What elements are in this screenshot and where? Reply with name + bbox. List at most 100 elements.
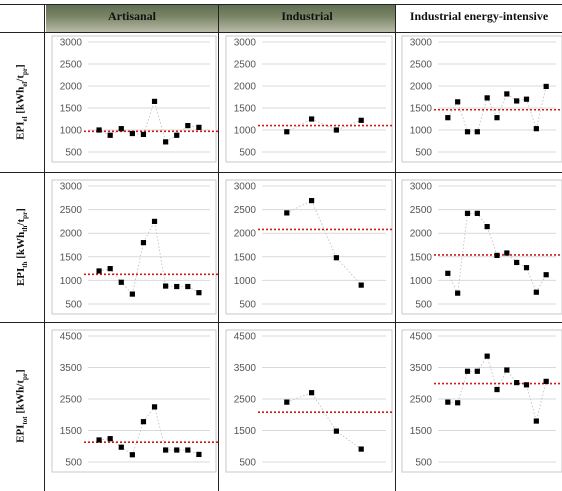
y-tick-label: 500 — [415, 148, 432, 159]
data-point — [523, 265, 530, 271]
data-point — [284, 210, 290, 216]
data-point — [494, 386, 500, 393]
y-tick-label: 2500 — [60, 395, 83, 406]
data-point — [494, 252, 500, 258]
data-point — [284, 399, 290, 405]
data-point — [445, 115, 451, 121]
data-point — [333, 255, 339, 261]
y-tick-label: 2000 — [410, 82, 433, 93]
y-tick-label: 1000 — [234, 276, 257, 287]
data-point — [523, 382, 530, 388]
column-rule-2 — [395, 4, 396, 491]
y-tick-label: 3500 — [60, 363, 83, 374]
data-point — [96, 127, 102, 133]
data-point — [185, 447, 191, 453]
data-point — [514, 98, 520, 104]
chart-panel-r0-c1: 500 1000 1500 2000 2500 3000 — [225, 35, 394, 163]
header-rule — [0, 32, 562, 33]
data-point — [514, 259, 520, 266]
chart-panel-r1-c1: 500 1000 1500 2000 2500 3000 — [225, 179, 394, 315]
series-connector — [98, 100, 199, 143]
chart-panel-r2-c1: 500 1500 2500 3500 4500 — [225, 329, 394, 473]
y-tick-label: 2500 — [234, 395, 257, 406]
y-tick-label: 1500 — [234, 252, 257, 263]
data-point — [464, 129, 471, 135]
y-tick-label: 2000 — [410, 229, 433, 240]
data-point — [309, 198, 315, 204]
data-point — [358, 446, 364, 452]
data-point — [474, 210, 480, 216]
data-point — [309, 390, 315, 396]
data-point — [455, 400, 461, 406]
data-point — [474, 368, 480, 374]
data-point — [174, 283, 180, 290]
y-tick-label: 500 — [65, 300, 82, 311]
y-tick-label: 1500 — [410, 426, 433, 437]
y-tick-label: 3500 — [234, 363, 257, 374]
row-rule-1 — [0, 172, 562, 173]
y-tick-label: 2500 — [60, 205, 83, 216]
data-point — [455, 290, 461, 296]
data-point — [464, 210, 471, 216]
data-point — [484, 223, 490, 230]
y-tick-label: 500 — [239, 148, 256, 159]
y-tick-label: 1500 — [60, 426, 83, 437]
data-point — [358, 117, 364, 123]
y-tick-label: 2500 — [410, 60, 433, 71]
series-connector — [99, 220, 200, 295]
y-tick-label: 500 — [415, 300, 432, 311]
data-point — [514, 380, 520, 386]
data-point — [174, 132, 180, 138]
data-point — [163, 283, 169, 289]
panel-frame — [401, 329, 562, 473]
column-header-artisanal: Artisanal — [46, 4, 218, 32]
data-point — [151, 98, 158, 104]
header-top-rule — [0, 4, 562, 5]
data-point — [185, 283, 191, 290]
y-tick-label: 1000 — [60, 126, 83, 137]
data-point — [107, 266, 113, 272]
data-point — [464, 368, 471, 374]
data-point — [118, 126, 124, 132]
y-tick-label: 1500 — [60, 252, 83, 263]
y-tick-label: 2000 — [234, 229, 257, 240]
data-point — [484, 353, 490, 359]
y-tick-label: 4500 — [234, 332, 257, 343]
y-tick-label: 3000 — [60, 38, 83, 49]
data-point — [129, 291, 135, 297]
y-tick-label: 2000 — [60, 229, 83, 240]
chart-panel-r0-c0: 500 1000 1500 2000 2500 3000 — [51, 35, 218, 163]
data-point — [151, 404, 158, 410]
panel-frame — [225, 329, 393, 473]
data-point — [163, 139, 169, 145]
series-connector — [447, 86, 547, 133]
data-point — [140, 419, 147, 425]
data-point — [333, 428, 339, 434]
column-header-industrial: Industrial — [219, 4, 395, 32]
data-point — [118, 444, 124, 450]
y-tick-label: 3000 — [60, 182, 83, 193]
chart-panel-r2-c2: 500 1500 2500 3500 4500 — [401, 329, 562, 473]
y-tick-label: 2500 — [234, 205, 257, 216]
y-tick-label: 3000 — [410, 182, 433, 193]
data-point — [163, 447, 169, 453]
data-point — [196, 451, 202, 458]
data-point — [474, 129, 480, 135]
y-tick-label: 1000 — [234, 126, 257, 137]
data-point — [504, 250, 510, 256]
data-point — [484, 95, 490, 101]
y-tick-label: 4500 — [60, 332, 83, 343]
data-point — [543, 83, 549, 90]
y-tick-label: 2500 — [60, 60, 83, 71]
y-tick-label: 3000 — [410, 38, 433, 49]
data-point — [333, 127, 339, 133]
data-point — [96, 437, 102, 443]
panel-frame — [401, 35, 562, 163]
data-point — [445, 399, 451, 405]
data-point — [543, 272, 549, 278]
y-tick-label: 1500 — [410, 104, 433, 115]
y-tick-label: 2000 — [60, 82, 83, 93]
series-connector — [99, 405, 200, 456]
data-point — [185, 123, 191, 129]
